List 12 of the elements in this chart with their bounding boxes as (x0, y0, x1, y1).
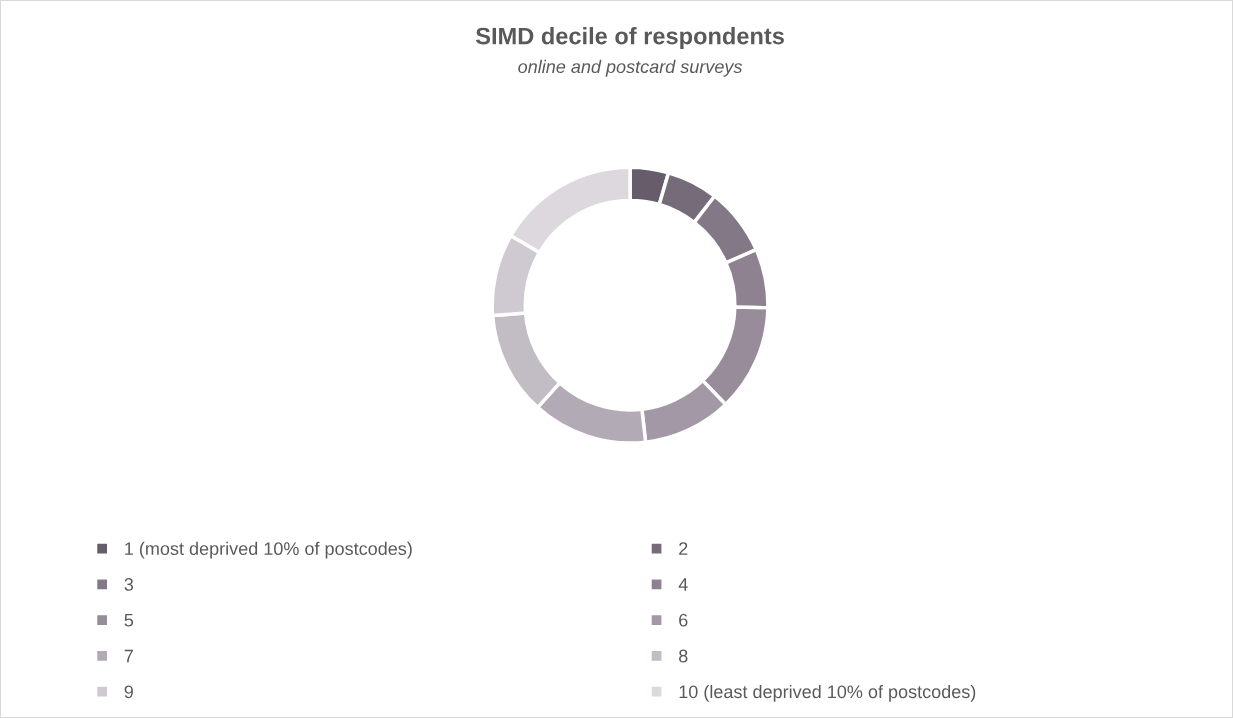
legend-label: 6 (679, 613, 688, 627)
legend-label: 8 (679, 649, 688, 663)
legend-label: 7 (124, 649, 133, 663)
legend-label: 2 (679, 542, 688, 555)
legend-label: 10 (least deprived 10% of postcodes) (679, 684, 976, 702)
legend-label: 9 (124, 685, 133, 699)
legend-label: 5 (124, 614, 134, 627)
legend-label: 3 (124, 578, 134, 591)
legend-label: 1 (most deprived 10% of postcodes) (125, 541, 412, 559)
legend-label: 4 (678, 578, 688, 591)
chart-title: SIMD decile of respondents (475, 27, 784, 50)
chart-subtitle: online and postcard surveys (518, 59, 743, 77)
